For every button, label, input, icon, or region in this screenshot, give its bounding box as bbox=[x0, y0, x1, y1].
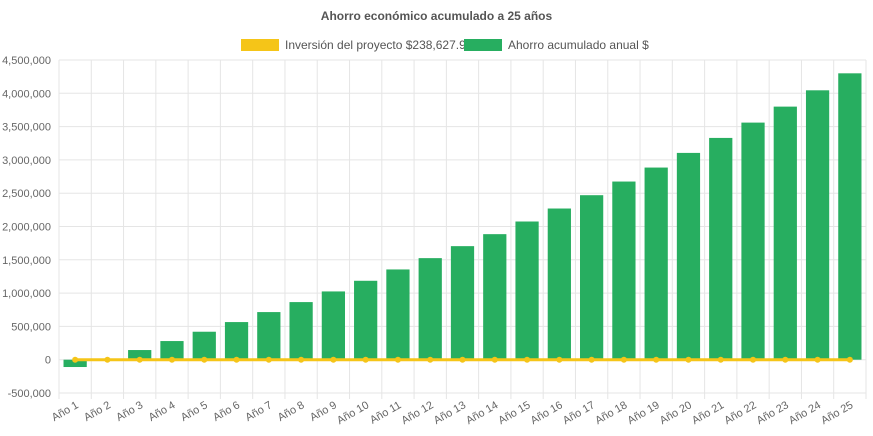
x-tick-label: Año 20 bbox=[658, 399, 694, 427]
bar-15[interactable] bbox=[515, 221, 539, 360]
investment-point-18[interactable] bbox=[620, 356, 627, 363]
investment-point-14[interactable] bbox=[491, 356, 498, 363]
y-tick-label: 1,000,000 bbox=[2, 288, 51, 300]
investment-point-24[interactable] bbox=[814, 356, 821, 363]
bar-23[interactable] bbox=[773, 106, 797, 360]
bar-11[interactable] bbox=[386, 269, 410, 360]
x-tick-label: Año 14 bbox=[464, 399, 500, 427]
y-tick-label: 3,000,000 bbox=[2, 155, 51, 167]
bar-18[interactable] bbox=[612, 181, 636, 360]
x-tick-label: Año 22 bbox=[722, 399, 758, 427]
investment-point-13[interactable] bbox=[459, 356, 466, 363]
investment-point-16[interactable] bbox=[556, 356, 563, 363]
x-tick-label: Año 25 bbox=[819, 399, 855, 427]
investment-point-23[interactable] bbox=[782, 356, 789, 363]
y-tick-label: 1,500,000 bbox=[2, 255, 51, 267]
y-tick-label: 4,000,000 bbox=[2, 88, 51, 100]
x-tick-label: Año 7 bbox=[243, 399, 274, 424]
x-tick-label: Año 23 bbox=[755, 399, 791, 427]
investment-point-11[interactable] bbox=[394, 356, 401, 363]
x-tick-label: Año 16 bbox=[529, 399, 565, 427]
bar-22[interactable] bbox=[741, 122, 765, 360]
bar-3[interactable] bbox=[128, 350, 152, 360]
investment-point-19[interactable] bbox=[653, 356, 660, 363]
x-axis: Año 1 Año 2 Año 3 Año 4 Año 5 Año 6 Año 7 Año 8… bbox=[50, 399, 856, 427]
x-tick-label: Año 11 bbox=[368, 399, 403, 426]
investment-point-8[interactable] bbox=[298, 356, 305, 363]
bar-16[interactable] bbox=[547, 208, 571, 360]
bar-7[interactable] bbox=[257, 312, 281, 360]
investment-point-12[interactable] bbox=[427, 356, 434, 363]
bar-20[interactable] bbox=[676, 152, 701, 360]
bar-14[interactable] bbox=[483, 234, 507, 360]
legend-savings-swatch[interactable] bbox=[464, 39, 502, 51]
investment-point-7[interactable] bbox=[265, 356, 272, 363]
x-tick-label: Año 9 bbox=[308, 399, 339, 424]
y-tick-label: -500,000 bbox=[8, 388, 51, 400]
investment-point-25[interactable] bbox=[846, 356, 853, 363]
investment-point-2[interactable] bbox=[104, 356, 111, 363]
bar-17[interactable] bbox=[579, 195, 604, 360]
legend-savings-label[interactable]: Ahorro acumulado anual $ bbox=[508, 38, 649, 52]
investment-point-3[interactable] bbox=[136, 356, 143, 363]
bar-19[interactable] bbox=[644, 167, 668, 360]
legend: Inversión del proyecto $238,627.94 Ahorro… bbox=[241, 38, 649, 52]
x-tick-label: Año 12 bbox=[400, 399, 436, 427]
investment-point-20[interactable] bbox=[685, 356, 692, 363]
y-tick-label: 2,500,000 bbox=[2, 188, 51, 200]
x-tick-label: Año 18 bbox=[593, 399, 629, 427]
bars bbox=[63, 73, 862, 368]
bar-25[interactable] bbox=[838, 73, 862, 360]
legend-investment-swatch[interactable] bbox=[241, 39, 279, 51]
investment-point-22[interactable] bbox=[750, 356, 757, 363]
x-tick-label: Año 21 bbox=[690, 399, 726, 427]
x-tick-label: Año 3 bbox=[114, 399, 145, 424]
investment-point-21[interactable] bbox=[717, 356, 724, 363]
legend-investment-label[interactable]: Inversión del proyecto $238,627.94 bbox=[285, 38, 473, 52]
bar-9[interactable] bbox=[321, 291, 346, 360]
x-tick-label: Año 13 bbox=[432, 399, 468, 427]
bar-21[interactable] bbox=[709, 137, 733, 360]
y-tick-label: 0 bbox=[45, 355, 51, 367]
line-series bbox=[72, 356, 853, 363]
x-tick-label: Año 19 bbox=[625, 399, 661, 427]
y-tick-label: 3,500,000 bbox=[2, 122, 51, 134]
y-tick-label: 4,500,000 bbox=[2, 55, 51, 67]
x-tick-label: Año 8 bbox=[276, 399, 307, 424]
grid bbox=[58, 59, 867, 399]
investment-point-15[interactable] bbox=[524, 356, 531, 363]
investment-point-10[interactable] bbox=[362, 356, 369, 363]
y-tick-label: 500,000 bbox=[11, 321, 51, 333]
x-tick-label: Año 5 bbox=[179, 399, 210, 424]
bar-13[interactable] bbox=[450, 246, 475, 360]
investment-point-4[interactable] bbox=[168, 356, 175, 363]
bar-10[interactable] bbox=[354, 280, 378, 360]
x-tick-label: Año 24 bbox=[787, 399, 823, 427]
investment-point-5[interactable] bbox=[201, 356, 208, 363]
bar-4[interactable] bbox=[160, 341, 184, 360]
x-tick-label: Año 10 bbox=[335, 399, 371, 427]
y-axis: -500,000 0 500,000 1,000,000 1,500,000 2,000,… bbox=[2, 55, 51, 400]
bar-5[interactable] bbox=[192, 331, 216, 360]
bar-8[interactable] bbox=[289, 302, 313, 360]
bar-24[interactable] bbox=[805, 90, 830, 360]
x-tick-label: Año 17 bbox=[561, 399, 597, 427]
x-tick-label: Año 15 bbox=[496, 399, 532, 427]
y-tick-label: 2,000,000 bbox=[2, 222, 51, 234]
x-tick-label: Año 4 bbox=[147, 399, 178, 424]
investment-point-9[interactable] bbox=[330, 356, 337, 363]
investment-point-1[interactable] bbox=[72, 356, 79, 363]
bar-12[interactable] bbox=[418, 258, 442, 360]
bar-1[interactable] bbox=[63, 359, 87, 368]
x-tick-label: Año 2 bbox=[82, 399, 113, 424]
bar-6[interactable] bbox=[224, 322, 249, 360]
x-tick-label: Año 1 bbox=[50, 399, 81, 424]
investment-point-6[interactable] bbox=[233, 356, 240, 363]
x-tick-label: Año 6 bbox=[211, 399, 242, 424]
investment-point-17[interactable] bbox=[588, 356, 595, 363]
chart-title: Ahorro económico acumulado a 25 años bbox=[321, 9, 553, 23]
